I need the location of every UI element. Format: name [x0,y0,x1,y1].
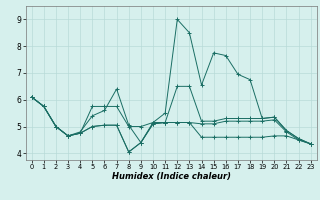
X-axis label: Humidex (Indice chaleur): Humidex (Indice chaleur) [112,172,231,181]
